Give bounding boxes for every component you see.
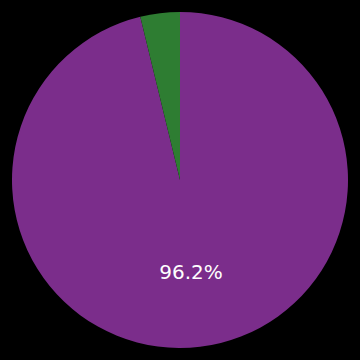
pie-chart: 96.2% (0, 0, 360, 360)
data-label: 96.2% (159, 260, 223, 284)
pie-slice (12, 12, 348, 348)
slices (12, 12, 348, 348)
data-labels: 96.2% (159, 260, 223, 284)
chart-container: 96.2% (0, 0, 360, 360)
pie-slice (140, 12, 180, 180)
